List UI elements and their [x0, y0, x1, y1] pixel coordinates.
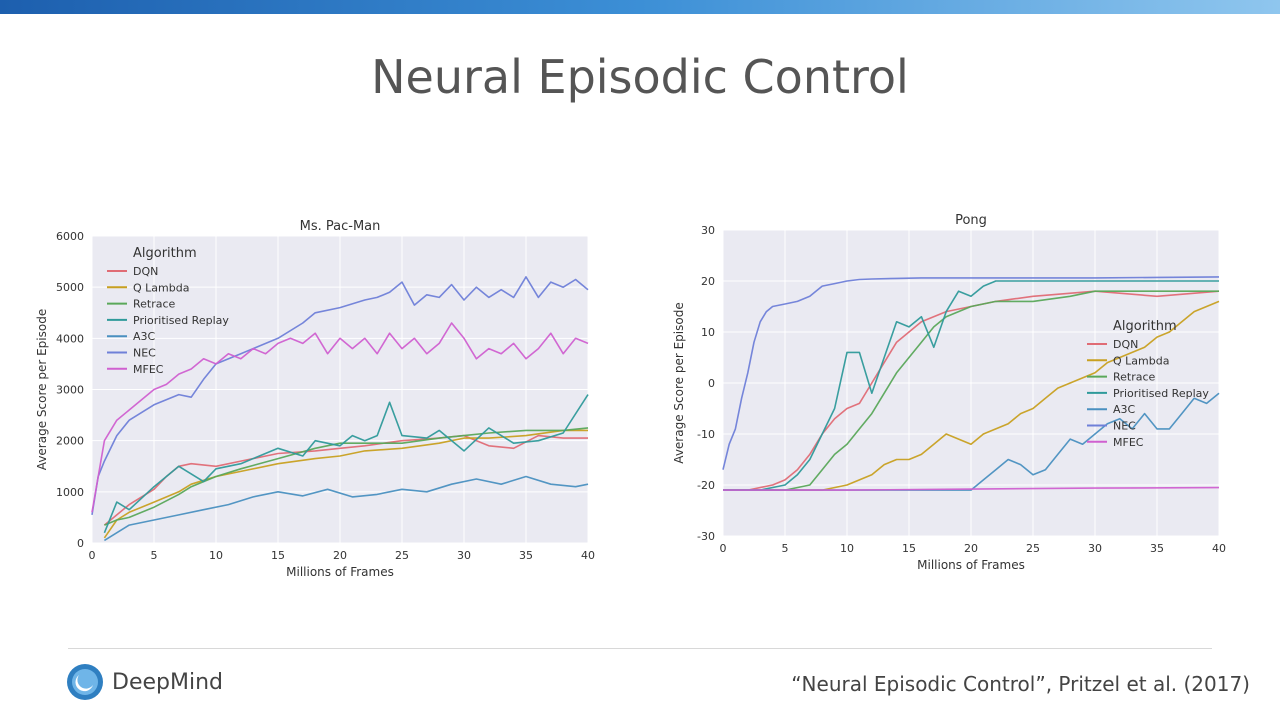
y-tick-label: 6000 [56, 230, 84, 243]
y-tick-label: -10 [697, 428, 715, 441]
x-tick-label: 30 [457, 549, 471, 562]
legend-title: Algorithm [1113, 319, 1177, 334]
deepmind-logo: DeepMind [66, 662, 223, 702]
brand-name: DeepMind [112, 669, 223, 695]
series-line-a3c [103, 475, 589, 542]
legend: Algorithm DQN Q Lambda Retrace Prioritised R… [1087, 319, 1209, 449]
chart-title: Pong [955, 213, 987, 228]
y-tick-label: 4000 [56, 332, 84, 345]
x-axis-label: Millions of Frames [286, 565, 394, 579]
legend-entry: MFEC [133, 363, 164, 376]
deepmind-logo-icon [67, 664, 103, 700]
series-line-mfec [91, 322, 589, 513]
chart-pong: 0 5 10 15 20 25 30 35 40 -30 -20 -10 0 10 20 30 Pong Mill… [672, 213, 1226, 572]
legend-entry: Retrace [133, 298, 176, 311]
y-tick-label: 0 [708, 377, 715, 390]
y-axis-label: Average Score per Episode [35, 309, 49, 470]
legend-entry: Prioritised Replay [133, 314, 229, 327]
x-tick-label: 35 [519, 549, 533, 562]
y-axis-label: Average Score per Episode [672, 302, 686, 463]
legend-entry: A3C [133, 330, 156, 343]
series-line-mfec [723, 486, 1220, 491]
legend-entry: DQN [1113, 338, 1138, 351]
series-line-prioritised-replay [103, 394, 589, 534]
x-tick-label: 30 [1088, 542, 1102, 555]
x-tick-label: 10 [209, 549, 223, 562]
legend-entry: NEC [1113, 420, 1136, 433]
x-tick-label: 15 [902, 542, 916, 555]
chart-ms-pacman: 0 5 10 15 20 25 30 35 40 0 1000 2000 3000 4000 5000 600… [35, 219, 595, 579]
series-line-dqn [723, 290, 1220, 491]
top-accent-bar [0, 0, 1280, 14]
series-line-q-lambda [723, 300, 1220, 491]
y-tick-label: 20 [701, 275, 715, 288]
series-line-a3c [723, 392, 1220, 491]
legend-entry: Q Lambda [1113, 354, 1169, 367]
series-line-nec [722, 276, 1220, 470]
x-tick-label: 5 [782, 542, 789, 555]
legend-entry: MFEC [1113, 436, 1144, 449]
footer-divider [68, 648, 1212, 649]
x-tick-label: 40 [1212, 542, 1226, 555]
legend-title: Algorithm [133, 246, 197, 261]
y-tick-label: 0 [77, 537, 84, 550]
x-tick-label: 0 [89, 549, 96, 562]
series-line-nec [91, 276, 589, 516]
x-tick-label: 25 [1026, 542, 1040, 555]
legend-entry: NEC [133, 347, 156, 360]
y-tick-label: 3000 [56, 384, 84, 397]
x-tick-label: 15 [271, 549, 285, 562]
y-tick-label: 5000 [56, 281, 84, 294]
series-line-prioritised-replay [723, 280, 1219, 491]
legend-entry: Retrace [1113, 371, 1156, 384]
y-tick-label: 30 [701, 224, 715, 237]
legend-entry: Q Lambda [133, 281, 189, 294]
legend-entry: Prioritised Replay [1113, 387, 1209, 400]
y-tick-label: -20 [697, 479, 715, 492]
x-tick-label: 0 [720, 542, 727, 555]
series-line-retrace [723, 290, 1219, 491]
series-line-q-lambda [103, 429, 588, 539]
legend-entry: DQN [133, 265, 158, 278]
series-line-retrace [104, 427, 589, 526]
x-axis-label: Millions of Frames [917, 558, 1025, 572]
x-tick-label: 25 [395, 549, 409, 562]
series-line-dqn [103, 434, 588, 526]
x-tick-label: 10 [840, 542, 854, 555]
x-tick-label: 20 [964, 542, 978, 555]
x-tick-label: 40 [581, 549, 595, 562]
x-tick-label: 5 [151, 549, 158, 562]
chart-title: Ms. Pac-Man [300, 219, 381, 234]
y-tick-label: 1000 [56, 486, 84, 499]
x-tick-label: 20 [333, 549, 347, 562]
y-tick-label: 2000 [56, 435, 84, 448]
x-tick-label: 35 [1150, 542, 1164, 555]
slide-title: Neural Episodic Control [371, 50, 909, 104]
citation: “Neural Episodic Control”, Pritzel et al… [791, 672, 1250, 696]
y-tick-label: -30 [697, 530, 715, 543]
legend: Algorithm DQN Q Lambda Retrace Prioritised R… [107, 246, 229, 376]
y-tick-label: 10 [701, 326, 715, 339]
legend-entry: A3C [1113, 403, 1136, 416]
